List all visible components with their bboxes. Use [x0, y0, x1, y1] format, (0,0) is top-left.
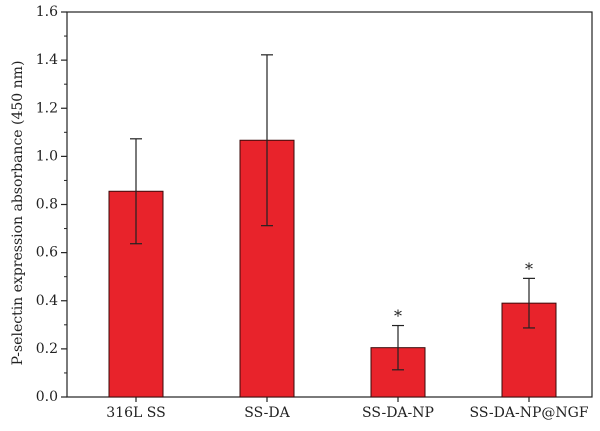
- x-tick-label: SS-DA-NP@NGF: [469, 405, 588, 421]
- significance-star: *: [525, 259, 533, 278]
- x-tick-label: SS-DA-NP: [362, 405, 434, 421]
- y-tick-label: 0.4: [36, 293, 58, 309]
- y-tick-label: 1.4: [36, 52, 58, 68]
- y-tick-label: 0.8: [36, 197, 58, 213]
- y-tick-label: 0.0: [36, 389, 58, 405]
- bars: [108, 139, 557, 398]
- y-tick-label: 1.2: [36, 100, 58, 116]
- x-tick-label: 316L SS: [106, 405, 165, 421]
- y-tick-label: 1.0: [36, 148, 58, 164]
- y-tick-label: 1.6: [36, 4, 58, 20]
- y-tick-label: 0.6: [36, 245, 58, 261]
- annotations: **: [394, 259, 533, 325]
- ticks: 0.0 0.2 0.4 0.6 0.8 1.0 1.2 1.4 1.6 316L SS SS-DA S…: [36, 4, 589, 421]
- error-bars: [130, 54, 535, 371]
- y-tick-label: 0.2: [36, 341, 58, 357]
- significance-star: *: [394, 307, 402, 326]
- y-axis-label: P-selectin expression absorbance (450 nm…: [10, 61, 26, 366]
- x-tick-label: SS-DA: [244, 405, 290, 421]
